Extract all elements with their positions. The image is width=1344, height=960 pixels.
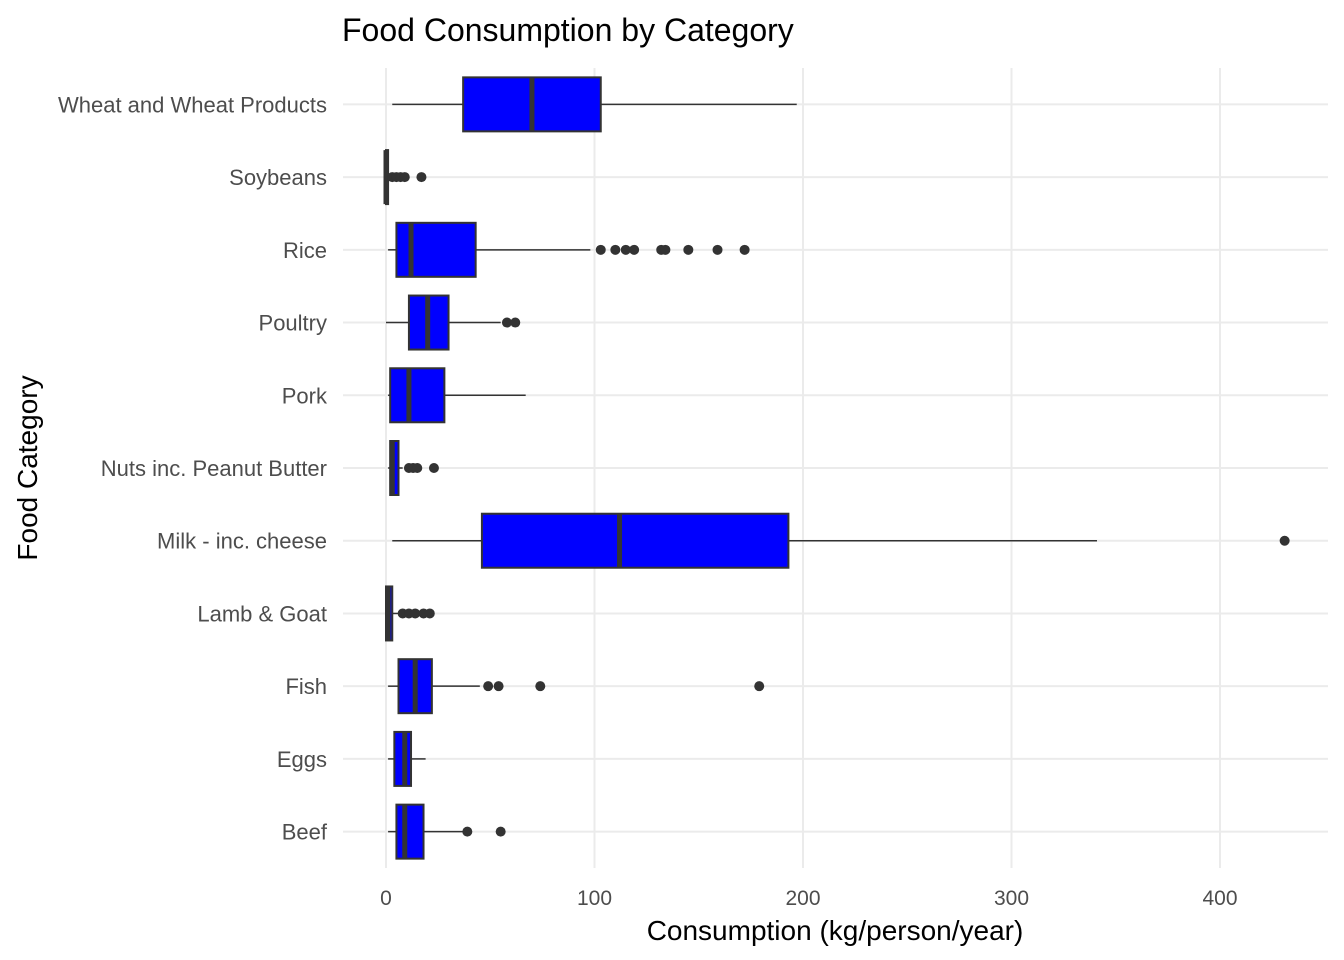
outlier-point <box>660 244 671 255</box>
outlier-point <box>629 244 640 255</box>
box-10 <box>388 803 506 860</box>
x-tick-label-4: 400 <box>1202 887 1237 910</box>
outlier-point <box>493 681 504 692</box>
category-label-4: Pork <box>282 383 328 408</box>
outlier-point <box>483 681 494 692</box>
outlier-point <box>683 244 694 255</box>
iqr-box <box>395 221 477 278</box>
iqr-box <box>389 367 446 424</box>
outlier-point <box>739 244 750 255</box>
x-tick-label-2: 200 <box>785 887 820 910</box>
box-7 <box>385 585 435 642</box>
outlier-point <box>535 681 546 692</box>
x-axis-title: Consumption (kg/person/year) <box>647 915 1024 946</box>
grid <box>343 68 1328 868</box>
category-label-3: Poultry <box>259 311 327 336</box>
outlier-point <box>462 826 473 837</box>
box-3 <box>386 294 521 351</box>
category-label-8: Fish <box>285 674 327 699</box>
box-9 <box>388 730 426 787</box>
outlier-point <box>399 172 410 183</box>
label-layer: 0 100 200 300 400 Wheat and Wheat Products Soy… <box>58 92 1238 910</box>
category-label-2: Rice <box>283 238 327 263</box>
outlier-point <box>754 681 765 692</box>
outlier-point <box>428 463 439 473</box>
x-tick-label-3: 300 <box>994 887 1029 910</box>
box-4 <box>388 367 526 424</box>
outlier-point <box>595 244 606 255</box>
box-2 <box>388 221 750 278</box>
category-label-10: Beef <box>282 820 328 845</box>
x-tick-label-0: 0 <box>380 887 392 910</box>
outlier-point <box>712 244 723 255</box>
box-layer <box>383 76 1290 860</box>
box-5 <box>388 440 439 496</box>
outlier-point <box>610 244 621 255</box>
box-8 <box>388 658 765 715</box>
outlier-point <box>510 317 521 328</box>
box-6 <box>392 512 1290 569</box>
outlier-point <box>424 608 435 619</box>
chart-title: Food Consumption by Category <box>342 12 794 48</box>
outlier-point <box>1279 535 1290 546</box>
category-label-1: Soybeans <box>229 165 327 190</box>
outlier-point <box>620 244 631 255</box>
category-label-0: Wheat and Wheat Products <box>58 92 327 117</box>
y-axis-title: Food Category <box>12 375 43 560</box>
outlier-point <box>501 317 512 328</box>
category-label-9: Eggs <box>277 747 327 772</box>
outlier-point <box>416 172 427 183</box>
x-tick-label-1: 100 <box>577 887 612 910</box>
box-1 <box>383 149 427 206</box>
box-0 <box>392 76 797 133</box>
outlier-point <box>412 463 423 473</box>
category-label-5: Nuts inc. Peanut Butter <box>101 456 327 481</box>
outlier-point <box>495 826 506 837</box>
outlier-point <box>410 608 421 619</box>
category-label-6: Milk - inc. cheese <box>157 529 327 554</box>
iqr-box <box>395 803 425 860</box>
category-label-7: Lamb & Goat <box>197 601 327 626</box>
iqr-box <box>480 512 790 569</box>
